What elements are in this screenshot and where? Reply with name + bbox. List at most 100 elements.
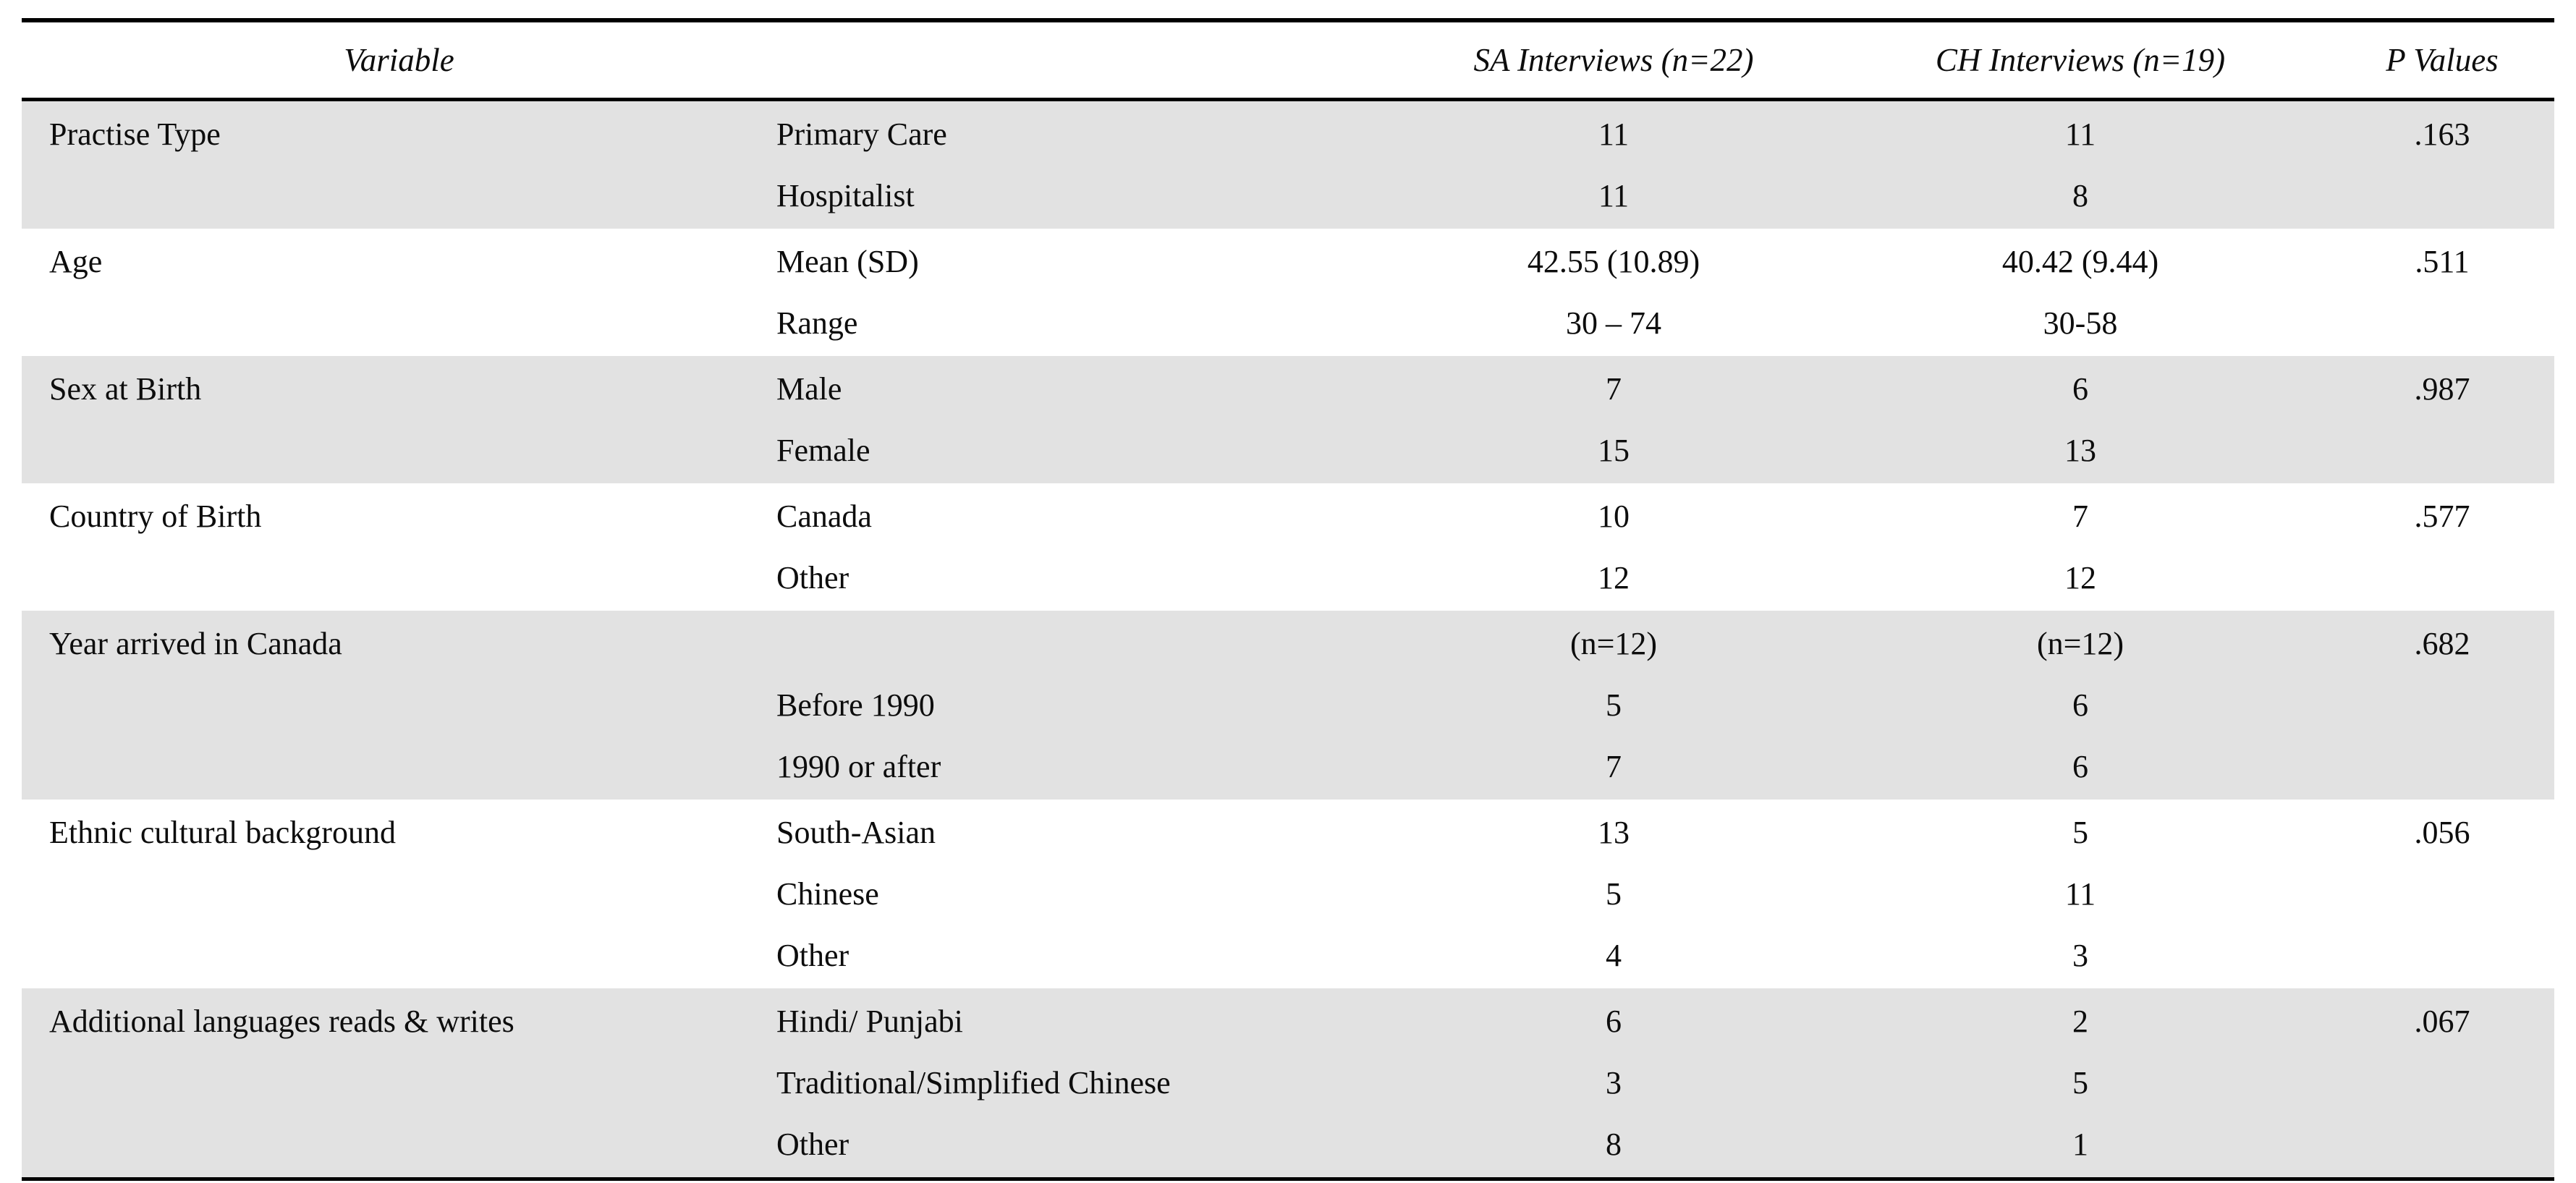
table-line: Chinese 5 11 — [776, 863, 2554, 925]
table-line: Other 4 3 — [776, 925, 2554, 986]
cell-ch-value: 12 — [2064, 560, 2096, 595]
row-variable-label: Additional languages reads & writes — [49, 1004, 514, 1039]
cell-sa-value: 5 — [1606, 876, 1622, 912]
table-line: Hospitalist 11 8 — [776, 165, 2554, 226]
header-variable: Variable — [344, 42, 454, 78]
table-bottom-rule — [22, 1177, 2554, 1181]
cell-sa-value: 13 — [1598, 815, 1630, 850]
cell-sa-value: 4 — [1606, 938, 1622, 973]
cell-p-value: .511 — [2415, 244, 2470, 279]
cell-sub-label: South-Asian — [776, 815, 936, 850]
cell-p-value: .163 — [2414, 116, 2470, 152]
cell-ch-value: 7 — [2072, 499, 2088, 534]
table-line: (n=12) (n=12) .682 — [776, 613, 2554, 674]
cell-sub-label: Hospitalist — [776, 178, 915, 213]
row-lines: Male 7 6 .987 Female 15 13 — [776, 358, 2554, 481]
table-line: Primary Care 11 11 .163 — [776, 103, 2554, 165]
cell-p-value: .577 — [2414, 499, 2470, 534]
cell-p-value: .682 — [2414, 626, 2470, 661]
header-ch-interviews: CH Interviews (n=19) — [1935, 42, 2226, 78]
cell-ch-value: 11 — [2064, 116, 2096, 152]
demographics-table: Variable SA Interviews (n=22) CH Intervi… — [22, 18, 2554, 1181]
row-variable-label: Sex at Birth — [49, 371, 202, 407]
cell-sa-value: 10 — [1598, 499, 1630, 534]
table-row-country-of-birth: Country of Birth Canada 10 7 .577 Other … — [22, 483, 2554, 611]
row-lines: Canada 10 7 .577 Other 12 12 — [776, 486, 2554, 609]
table-line: Canada 10 7 .577 — [776, 486, 2554, 547]
cell-ch-value: 8 — [2072, 178, 2088, 213]
cell-p-value: .067 — [2414, 1004, 2470, 1039]
table-line: Other 12 12 — [776, 547, 2554, 609]
cell-sub-label: Before 1990 — [776, 687, 935, 723]
row-lines: South-Asian 13 5 .056 Chinese 5 11 Other… — [776, 802, 2554, 986]
table-line: Range 30 – 74 30-58 — [776, 292, 2554, 354]
cell-sa-value: 30 – 74 — [1566, 305, 1661, 341]
cell-sub-label: Other — [776, 938, 850, 973]
cell-ch-value: 5 — [2072, 815, 2088, 850]
table-line: Female 15 13 — [776, 420, 2554, 481]
table-line: Hindi/ Punjabi 6 2 .067 — [776, 991, 2554, 1052]
cell-sub-label: Male — [776, 371, 842, 407]
cell-ch-value: 1 — [2072, 1127, 2088, 1162]
table-line: Before 1990 5 6 — [776, 674, 2554, 736]
header-sa-interviews: SA Interviews (n=22) — [1473, 42, 1754, 78]
cell-sub-label: Traditional/Simplified Chinese — [776, 1065, 1171, 1101]
cell-ch-value: 13 — [2064, 433, 2096, 468]
table-row-age: Age Mean (SD) 42.55 (10.89) 40.42 (9.44)… — [22, 229, 2554, 356]
cell-sa-value: 8 — [1606, 1127, 1622, 1162]
cell-ch-value: 3 — [2072, 938, 2088, 973]
table-header-row: Variable SA Interviews (n=22) CH Intervi… — [22, 22, 2554, 98]
cell-p-value: .987 — [2414, 371, 2470, 407]
cell-sa-value: (n=12) — [1569, 626, 1658, 661]
cell-ch-value: (n=12) — [2036, 626, 2124, 661]
cell-sa-value: 42.55 (10.89) — [1527, 244, 1700, 279]
cell-ch-value: 11 — [2064, 876, 2096, 912]
cell-sa-value: 11 — [1598, 116, 1630, 152]
cell-ch-value: 30-58 — [2043, 305, 2118, 341]
row-lines: (n=12) (n=12) .682 Before 1990 5 6 1990 … — [776, 613, 2554, 797]
cell-sub-label: Hindi/ Punjabi — [776, 1004, 963, 1039]
cell-sub-label: 1990 or after — [776, 749, 941, 784]
table-line: Traditional/Simplified Chinese 3 5 — [776, 1052, 2554, 1114]
cell-ch-value: 6 — [2072, 371, 2088, 407]
row-variable-label: Age — [49, 244, 103, 279]
row-variable-label: Country of Birth — [49, 499, 262, 534]
table-line: Mean (SD) 42.55 (10.89) 40.42 (9.44) .51… — [776, 231, 2554, 292]
table-line: Male 7 6 .987 — [776, 358, 2554, 420]
table-line: 1990 or after 7 6 — [776, 736, 2554, 797]
cell-sub-label: Primary Care — [776, 116, 947, 152]
cell-sub-label: Canada — [776, 499, 872, 534]
table-line: South-Asian 13 5 .056 — [776, 802, 2554, 863]
row-variable-label: Practise Type — [49, 116, 221, 152]
cell-sa-value: 6 — [1606, 1004, 1622, 1039]
cell-ch-value: 2 — [2072, 1004, 2088, 1039]
table-line: Other 8 1 — [776, 1114, 2554, 1175]
table-row-sex-at-birth: Sex at Birth Male 7 6 .987 Female 15 13 — [22, 356, 2554, 483]
cell-ch-value: 6 — [2072, 749, 2088, 784]
header-p-values: P Values — [2386, 42, 2499, 78]
cell-p-value: .056 — [2414, 815, 2470, 850]
cell-sub-label: Female — [776, 433, 870, 468]
cell-sa-value: 5 — [1606, 687, 1622, 723]
cell-sub-label: Other — [776, 560, 850, 595]
table-header-rule — [22, 98, 2554, 101]
cell-sa-value: 11 — [1598, 178, 1630, 213]
cell-ch-value: 5 — [2072, 1065, 2088, 1101]
cell-ch-value: 6 — [2072, 687, 2088, 723]
cell-sub-label: Mean (SD) — [776, 244, 919, 279]
row-variable-label: Ethnic cultural background — [49, 815, 396, 850]
table-top-rule — [22, 18, 2554, 22]
row-lines: Mean (SD) 42.55 (10.89) 40.42 (9.44) .51… — [776, 231, 2554, 354]
row-lines: Primary Care 11 11 .163 Hospitalist 11 8 — [776, 103, 2554, 226]
table-row-year-arrived: Year arrived in Canada (n=12) (n=12) .68… — [22, 611, 2554, 800]
cell-sub-label: Other — [776, 1127, 850, 1162]
table-row-additional-languages: Additional languages reads & writes Hind… — [22, 988, 2554, 1177]
cell-sa-value: 7 — [1606, 371, 1622, 407]
table-row-practise-type: Practise Type Primary Care 11 11 .163 Ho… — [22, 101, 2554, 229]
cell-sub-label: Chinese — [776, 876, 879, 912]
cell-sa-value: 3 — [1606, 1065, 1622, 1101]
cell-sa-value: 12 — [1598, 560, 1630, 595]
cell-sa-value: 7 — [1606, 749, 1622, 784]
table-row-ethnic-background: Ethnic cultural background South-Asian 1… — [22, 800, 2554, 988]
